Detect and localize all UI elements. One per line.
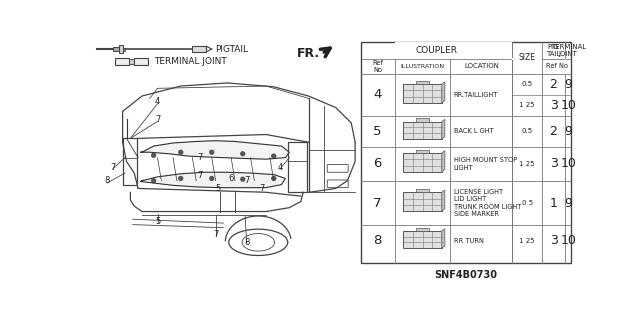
Text: 5: 5 [373, 125, 382, 138]
Bar [403, 122, 442, 139]
Text: 6: 6 [228, 174, 234, 183]
Text: TERMINAL
JOINT: TERMINAL JOINT [550, 44, 586, 57]
Bar [415, 189, 429, 192]
Bar [115, 57, 129, 65]
Text: 9: 9 [564, 125, 572, 138]
Polygon shape [442, 190, 445, 211]
Text: LICENSE LIGHT
LID LIGHT
TRUNK ROOM LIGHT
SIDE MARKER: LICENSE LIGHT LID LIGHT TRUNK ROOM LIGHT… [454, 189, 521, 217]
Text: 7: 7 [213, 230, 218, 239]
Bar [288, 142, 307, 192]
Text: 0.5: 0.5 [522, 129, 532, 134]
Circle shape [152, 153, 156, 157]
Text: SNF4B0730: SNF4B0730 [435, 270, 497, 280]
Text: 7: 7 [373, 197, 382, 210]
Text: PIG
TAIL: PIG TAIL [547, 44, 561, 57]
Text: 0 5: 0 5 [522, 200, 532, 206]
Circle shape [210, 176, 214, 180]
Bar [513, 58, 542, 60]
Text: 0.5: 0.5 [522, 81, 532, 87]
Text: PIGTAIL: PIGTAIL [216, 45, 248, 54]
Circle shape [179, 150, 182, 154]
Text: 7: 7 [197, 153, 203, 162]
Bar [395, 42, 513, 59]
Text: 1 25: 1 25 [520, 102, 535, 108]
Polygon shape [442, 119, 445, 139]
Polygon shape [140, 172, 285, 188]
Bar [119, 45, 123, 53]
Bar [360, 42, 572, 263]
Bar [415, 150, 429, 153]
Text: 9: 9 [564, 197, 572, 210]
Bar [403, 153, 442, 172]
Text: 8: 8 [244, 238, 250, 247]
Text: 7: 7 [110, 163, 115, 172]
Text: FR.: FR. [297, 47, 320, 60]
Bar [415, 118, 429, 122]
Text: RR TURN: RR TURN [454, 238, 483, 244]
Text: 7: 7 [244, 176, 250, 185]
Bar [564, 59, 566, 74]
Bar [129, 59, 134, 64]
Text: 7: 7 [259, 184, 265, 193]
Text: 10: 10 [560, 157, 576, 170]
Bar [193, 46, 206, 52]
Bar [124, 138, 138, 185]
Text: 6: 6 [373, 157, 382, 170]
Bar [403, 84, 442, 103]
Text: 7: 7 [197, 171, 203, 180]
Bar [134, 57, 148, 65]
Text: BACK L GHT: BACK L GHT [454, 129, 493, 134]
Text: 4: 4 [277, 163, 283, 172]
Text: COUPLER: COUPLER [415, 46, 458, 55]
Text: RR.TAILLIGHT: RR.TAILLIGHT [454, 92, 498, 98]
Text: 1 25: 1 25 [520, 161, 535, 167]
Text: LOCATION: LOCATION [464, 63, 499, 70]
Bar [403, 192, 442, 211]
Text: ILLUSTRATION: ILLUSTRATION [401, 64, 445, 69]
Circle shape [210, 150, 214, 154]
Bar [113, 47, 119, 51]
Text: TERMINAL JOINT: TERMINAL JOINT [154, 57, 227, 66]
Bar [403, 231, 442, 248]
Text: 10: 10 [560, 99, 576, 112]
Bar [415, 228, 429, 231]
Text: 2: 2 [550, 125, 557, 138]
Text: SIZE: SIZE [518, 53, 536, 63]
Circle shape [152, 179, 156, 183]
Text: 10: 10 [560, 234, 576, 247]
Text: 4: 4 [155, 97, 160, 106]
Circle shape [272, 154, 276, 158]
Text: 2: 2 [550, 78, 557, 91]
Circle shape [241, 152, 244, 156]
Text: 5: 5 [215, 184, 221, 193]
Bar [123, 48, 125, 51]
Text: Ref No: Ref No [546, 63, 568, 70]
Text: 7: 7 [155, 115, 160, 124]
Text: 3: 3 [550, 157, 557, 170]
Text: 9: 9 [564, 78, 572, 91]
Circle shape [179, 176, 182, 180]
Text: 3: 3 [550, 234, 557, 247]
Text: 8: 8 [373, 234, 382, 247]
Polygon shape [442, 229, 445, 248]
Text: Ref
No: Ref No [372, 60, 383, 73]
Circle shape [272, 176, 276, 180]
Circle shape [241, 177, 244, 181]
Text: HIGH MOUNT STOP
LIGHT: HIGH MOUNT STOP LIGHT [454, 157, 517, 171]
Polygon shape [140, 141, 289, 159]
Text: 4: 4 [373, 88, 382, 101]
Text: 5: 5 [155, 217, 160, 226]
Text: 8: 8 [104, 176, 110, 185]
Text: 3: 3 [550, 99, 557, 112]
Text: 1 25: 1 25 [520, 238, 535, 244]
Polygon shape [442, 82, 445, 103]
Bar [415, 81, 429, 84]
Polygon shape [442, 151, 445, 172]
Text: 1: 1 [550, 197, 557, 210]
